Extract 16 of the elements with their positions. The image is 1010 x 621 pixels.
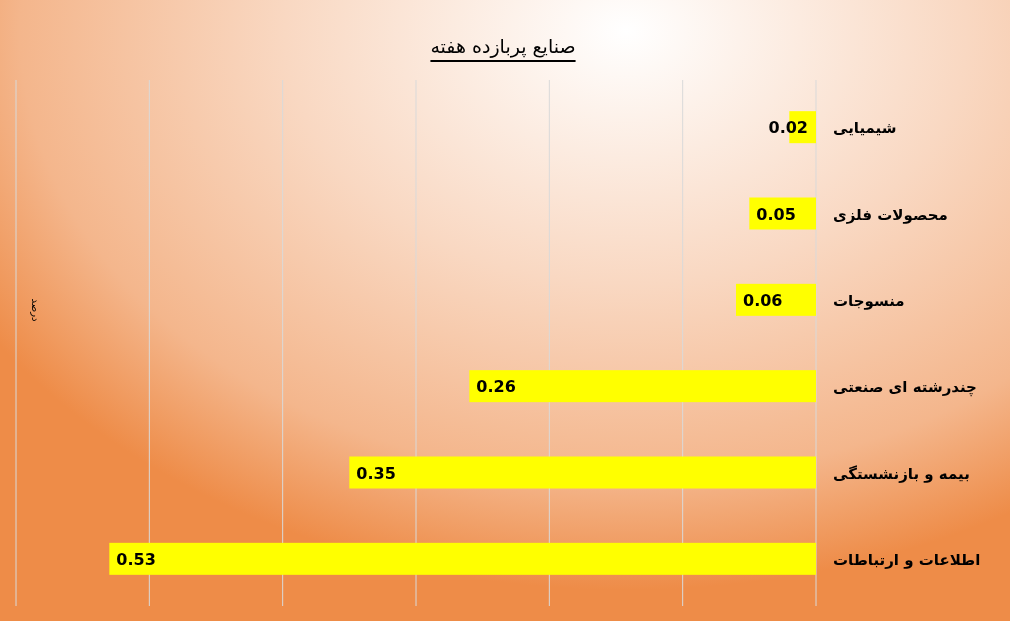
data-label: 0.06 (743, 290, 783, 310)
y-axis-title: درصد (30, 298, 41, 322)
chart-title: صنایع پربازده هفته (430, 35, 576, 58)
y-tick-label: بیمه و بازنشستگی (833, 464, 970, 483)
bar (469, 370, 816, 403)
data-label: 0.35 (356, 463, 396, 483)
data-label: 0.53 (116, 549, 156, 569)
data-label: 0.26 (476, 377, 516, 397)
bar (109, 542, 816, 575)
y-tick-label: شیمیایی (833, 119, 897, 138)
y-tick-label: منسوجات (833, 291, 905, 310)
y-tick-label: محصولات فلزی (833, 205, 948, 224)
y-tick-label: چندرشته ای صنعتی (833, 378, 977, 398)
data-label: 0.05 (756, 204, 796, 224)
y-tick-label: اطلاعات و ارتباطات (833, 550, 981, 569)
bar (349, 456, 816, 489)
